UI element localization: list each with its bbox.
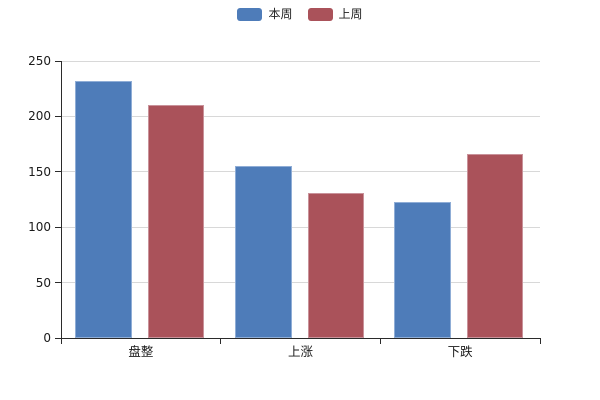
y-axis-tick (55, 60, 61, 62)
gridline (61, 226, 540, 228)
legend-item-0[interactable]: 本周 (237, 7, 293, 21)
bar-上周-上涨[interactable] (307, 192, 364, 338)
bar-上周-下跌[interactable] (467, 154, 524, 338)
legend-label: 本周 (268, 7, 293, 21)
y-axis-line (61, 61, 62, 344)
y-axis-tick-label: 50 (35, 275, 51, 290)
gridline (61, 171, 540, 173)
y-axis-tick (55, 282, 61, 284)
bar-本周-上涨[interactable] (234, 166, 292, 338)
chart-legend: 本周 上周 (0, 6, 600, 22)
x-axis-tick (539, 338, 541, 344)
y-axis-tick (55, 171, 61, 173)
gridline (61, 282, 540, 284)
gridline (61, 60, 540, 62)
y-axis-tick (55, 115, 61, 117)
y-axis-tick-label: 200 (28, 109, 51, 124)
legend-swatch-icon (237, 7, 263, 21)
y-axis-tick-label: 0 (43, 331, 51, 345)
legend-item-1[interactable]: 上周 (307, 7, 363, 21)
x-axis-label: 下跌 (447, 344, 473, 359)
y-axis-tick-label: 250 (28, 54, 51, 68)
x-axis-label: 盘整 (128, 344, 154, 359)
x-axis-line (55, 338, 541, 339)
bar-本周-下跌[interactable] (394, 201, 452, 338)
x-axis-tick (220, 338, 222, 344)
y-axis-tick-label: 150 (28, 164, 51, 179)
bar-本周-盘整[interactable] (75, 80, 132, 338)
legend-swatch-icon (307, 7, 333, 21)
gridline (61, 115, 540, 117)
legend-label: 上周 (338, 7, 363, 21)
y-axis-tick (55, 226, 61, 228)
x-axis-tick (379, 338, 381, 344)
y-axis-tick-label: 100 (28, 220, 51, 235)
x-axis-label: 上涨 (287, 344, 313, 359)
bar-上周-盘整[interactable] (148, 105, 204, 338)
